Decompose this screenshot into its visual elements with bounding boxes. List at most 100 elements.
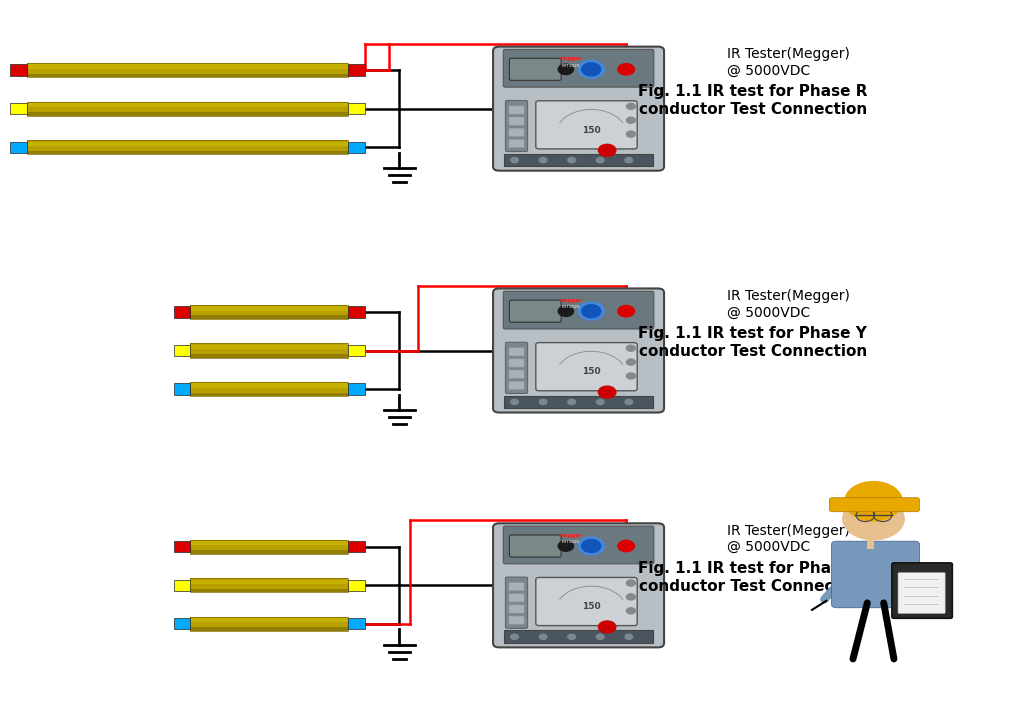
Bar <box>348 580 365 591</box>
Bar <box>190 306 348 311</box>
FancyBboxPatch shape <box>493 46 664 171</box>
FancyBboxPatch shape <box>536 343 637 390</box>
FancyBboxPatch shape <box>493 523 664 648</box>
FancyBboxPatch shape <box>831 541 920 608</box>
Text: 150: 150 <box>582 367 600 376</box>
Bar <box>174 618 190 629</box>
Bar <box>27 102 348 116</box>
Bar <box>27 74 348 77</box>
Circle shape <box>627 117 635 123</box>
Bar <box>190 345 348 349</box>
Bar <box>27 112 348 116</box>
Circle shape <box>627 131 635 137</box>
Circle shape <box>540 634 547 639</box>
FancyBboxPatch shape <box>509 106 524 114</box>
Text: IR Tester(Megger)
@ 5000VDC: IR Tester(Megger) @ 5000VDC <box>727 289 850 320</box>
FancyBboxPatch shape <box>509 348 524 356</box>
Circle shape <box>540 158 547 163</box>
FancyBboxPatch shape <box>503 49 653 87</box>
Text: megger: megger <box>559 299 583 304</box>
Circle shape <box>558 540 573 551</box>
Bar <box>190 589 348 592</box>
Circle shape <box>627 608 635 614</box>
Circle shape <box>627 594 635 600</box>
Text: MIT1025: MIT1025 <box>561 540 580 544</box>
Circle shape <box>598 144 615 156</box>
Bar <box>190 627 348 631</box>
Circle shape <box>627 103 635 109</box>
FancyBboxPatch shape <box>509 370 524 379</box>
Bar <box>348 345 365 356</box>
Circle shape <box>568 400 575 404</box>
Bar <box>190 343 348 358</box>
Circle shape <box>627 373 635 379</box>
Text: IR Tester(Megger)
@ 5000VDC: IR Tester(Megger) @ 5000VDC <box>727 48 850 78</box>
Text: megger: megger <box>559 57 583 62</box>
Bar <box>27 142 348 146</box>
FancyBboxPatch shape <box>504 395 653 408</box>
Bar <box>27 63 348 77</box>
FancyBboxPatch shape <box>504 630 653 644</box>
Bar <box>10 64 27 76</box>
Circle shape <box>579 60 604 79</box>
FancyBboxPatch shape <box>509 300 561 322</box>
Circle shape <box>617 64 635 75</box>
Bar <box>348 64 365 76</box>
Bar <box>27 140 348 154</box>
Bar <box>190 315 348 319</box>
Circle shape <box>511 158 518 163</box>
FancyBboxPatch shape <box>509 605 524 613</box>
FancyBboxPatch shape <box>504 154 653 167</box>
Circle shape <box>596 634 604 639</box>
FancyBboxPatch shape <box>509 359 524 367</box>
Bar <box>174 383 190 395</box>
Bar <box>190 540 348 554</box>
Bar <box>174 541 190 552</box>
FancyBboxPatch shape <box>509 535 561 557</box>
Bar <box>348 541 365 552</box>
FancyBboxPatch shape <box>509 117 524 125</box>
Circle shape <box>843 498 904 540</box>
Bar <box>348 306 365 318</box>
FancyBboxPatch shape <box>829 498 920 512</box>
Bar <box>190 354 348 358</box>
FancyBboxPatch shape <box>892 563 952 618</box>
FancyBboxPatch shape <box>509 583 524 591</box>
Circle shape <box>845 482 902 521</box>
Bar <box>27 102 348 116</box>
Bar <box>190 617 348 631</box>
FancyBboxPatch shape <box>509 139 524 148</box>
Circle shape <box>617 540 635 552</box>
Circle shape <box>598 621 615 633</box>
Bar <box>190 541 348 545</box>
Text: Fig. 1.1 IR test for Phase B
conductor Test Connection: Fig. 1.1 IR test for Phase B conductor T… <box>638 561 867 594</box>
Text: Fig. 1.1 IR test for Phase Y
conductor Test Connection: Fig. 1.1 IR test for Phase Y conductor T… <box>638 327 867 359</box>
Circle shape <box>596 400 604 404</box>
Bar <box>190 540 348 554</box>
Bar <box>174 345 190 356</box>
Circle shape <box>625 634 633 639</box>
Circle shape <box>625 400 633 404</box>
FancyBboxPatch shape <box>503 526 653 564</box>
Bar <box>190 580 348 584</box>
Bar <box>190 618 348 622</box>
Circle shape <box>568 634 575 639</box>
Circle shape <box>625 158 633 163</box>
FancyBboxPatch shape <box>509 594 524 602</box>
Bar <box>190 382 348 396</box>
FancyBboxPatch shape <box>509 381 524 390</box>
Circle shape <box>627 345 635 351</box>
FancyBboxPatch shape <box>898 573 945 613</box>
Bar <box>348 142 365 153</box>
Bar <box>190 305 348 319</box>
Bar <box>190 343 348 358</box>
Text: megger: megger <box>559 533 583 538</box>
Text: IR Tester(Megger)
@ 5000VDC: IR Tester(Megger) @ 5000VDC <box>727 524 850 554</box>
FancyBboxPatch shape <box>503 292 653 329</box>
Bar <box>190 617 348 631</box>
Bar <box>27 103 348 107</box>
FancyBboxPatch shape <box>505 577 527 628</box>
Bar <box>190 305 348 319</box>
Circle shape <box>627 580 635 586</box>
Bar <box>348 618 365 629</box>
